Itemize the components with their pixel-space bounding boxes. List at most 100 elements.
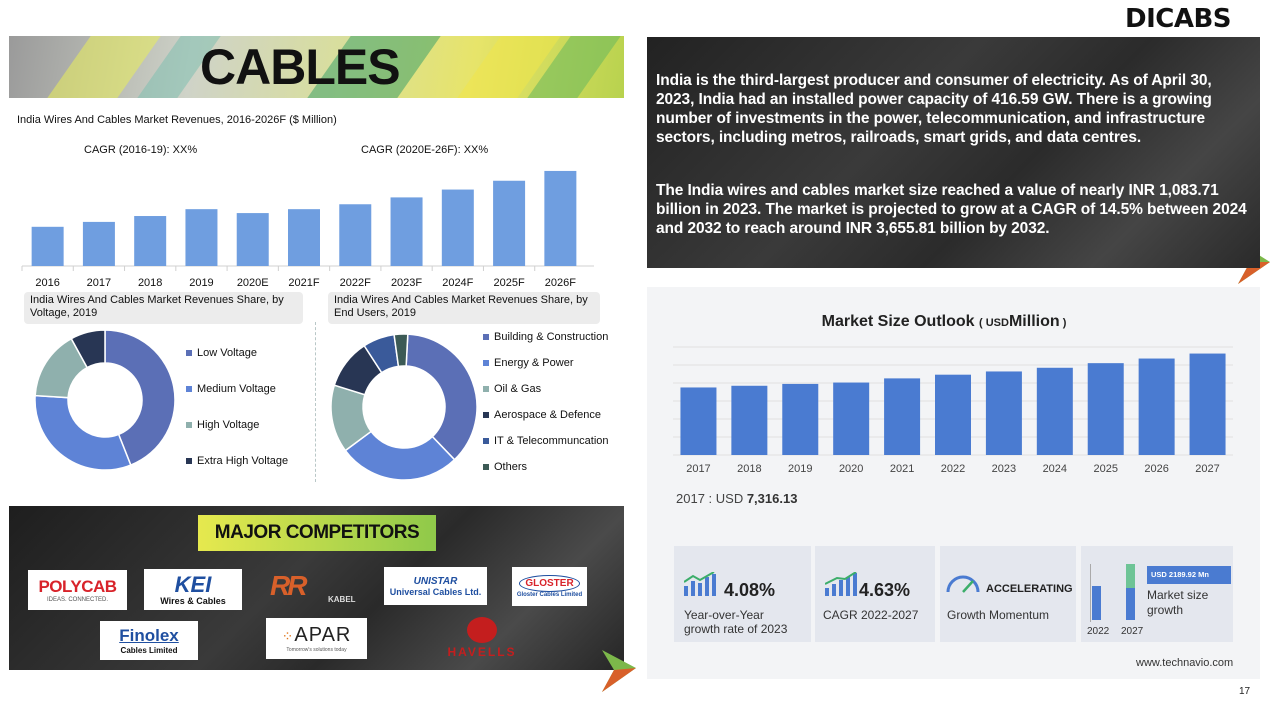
- info-paragraph-2: The India wires and cables market size r…: [656, 182, 1247, 237]
- cagr-label: CAGR 2022-2027: [823, 608, 919, 622]
- voltage-donut-chart: [34, 329, 176, 471]
- outlook-bar-2025: [1087, 363, 1124, 455]
- legend-swatch: [483, 334, 489, 340]
- size-year-2: 2027: [1121, 626, 1144, 637]
- source-credit: www.technavio.com: [1136, 657, 1234, 669]
- end-user-legend: Building & Construction Energy & Power Oil…: [483, 330, 609, 486]
- base-value: 7,316.13: [746, 491, 798, 506]
- legend-swatch: [483, 464, 489, 470]
- polycab-tagline: IDEAS. CONNECTED.: [46, 597, 108, 603]
- havells-logo-text: HAVELLS: [447, 645, 517, 659]
- outlook-x-label: 2022: [941, 463, 965, 475]
- legend-label: Aerospace & Defence: [494, 409, 602, 421]
- bar-2018: [134, 216, 167, 266]
- outlook-bar-2017: [680, 387, 717, 455]
- title-banner: [9, 36, 624, 98]
- end-user-donut-chart: [330, 333, 478, 481]
- size-label-1: Market size: [1147, 588, 1209, 602]
- outlook-unit-currency: USD: [985, 317, 1009, 329]
- momentum-label: Growth Momentum: [947, 608, 1050, 622]
- outlook-x-label: 2017: [686, 463, 710, 475]
- momentum-value: ACCELERATING: [986, 583, 1073, 595]
- outlook-x-label: 2018: [737, 463, 761, 475]
- kei-sub: Wires & Cables: [160, 595, 226, 606]
- outlook-unit-close: ): [1062, 317, 1067, 329]
- mini-bar-growth: [1126, 564, 1135, 588]
- yoy-label-1: Year-over-Year: [684, 608, 764, 622]
- bar-2017: [82, 221, 115, 266]
- outlook-title: Market Size Outlook ( USDMillion ): [647, 313, 1241, 331]
- info-paragraph-1: India is the third-largest producer and …: [656, 72, 1212, 146]
- x-tick-label: 2017: [87, 277, 111, 289]
- size-badge: USD 2189.92 Mn: [1147, 566, 1231, 584]
- growth-bars-icon: [684, 572, 716, 596]
- unistar-sub: Universal Cables Ltd.: [389, 586, 482, 597]
- outlook-x-label: 2027: [1195, 463, 1219, 475]
- cagr-label-forecast: CAGR (2020E-26F): XX%: [361, 144, 489, 156]
- bar-2020E: [236, 213, 269, 266]
- legend-swatch: [483, 412, 489, 418]
- revenue-chart-title: India Wires And Cables Market Revenues, …: [17, 114, 337, 126]
- finolex-sub: Cables Limited: [120, 646, 178, 655]
- gloster-logo: GLOSTER Gloster Cables Limited: [512, 567, 587, 606]
- finolex-logo-text: Finolex: [119, 626, 179, 645]
- market-info-panel: [647, 37, 1260, 268]
- page-number: 17: [1239, 686, 1251, 697]
- apar-logo-text: ⁘APAR: [282, 624, 352, 647]
- slice-medium-voltage: [34, 394, 132, 471]
- cagr-bars-icon: [825, 572, 857, 596]
- revenue-bar-chart: 2016 2017 2018 2019 2020E 2021F 2022F 2023F 2024…: [21, 170, 594, 289]
- legend-swatch: [483, 438, 489, 444]
- outlook-bar-2020: [833, 382, 870, 455]
- outlook-bar-2019: [782, 383, 819, 455]
- outlook-unit-scale: Million: [1008, 313, 1060, 330]
- voltage-pie-title: India Wires And Cables Market Revenues S…: [24, 292, 303, 324]
- outlook-bar-2021: [884, 378, 921, 455]
- bar-2024F: [441, 189, 474, 266]
- apar-mark-icon: ⁘: [281, 628, 295, 644]
- legend-swatch: [483, 386, 489, 392]
- outlook-x-label: 2021: [890, 463, 914, 475]
- legend-item: Low Voltage: [186, 346, 288, 360]
- bar-2023F: [390, 197, 423, 266]
- apar-logo-word: APAR: [294, 624, 352, 646]
- competitors-title: MAJOR COMPETITORS: [198, 515, 436, 551]
- x-tick-label: 2023F: [391, 277, 422, 289]
- x-tick-label: 2019: [189, 277, 213, 289]
- outlook-x-label: 2024: [1043, 463, 1067, 475]
- x-tick-label: 2024F: [442, 277, 473, 289]
- end-user-pie-title: India Wires And Cables Market Revenues S…: [328, 292, 600, 324]
- market-size-card: USD 2189.92 Mn Market size growth 2022 2…: [1081, 546, 1233, 642]
- bar-2016: [31, 226, 64, 266]
- rr-kabel-logo: RR KABEL: [270, 570, 362, 608]
- outlook-bar-chart: 2017 2018 2019 2020 2021 2022 2023 2024 2025 2026…: [673, 346, 1233, 475]
- bar-2022F: [339, 204, 372, 266]
- legend-swatch: [186, 458, 192, 464]
- legend-item: IT & Telecommuncation: [483, 434, 609, 448]
- brand-logo: DICABS: [1125, 4, 1232, 34]
- outlook-unit-open: (: [979, 317, 983, 329]
- legend-swatch: [483, 360, 489, 366]
- legend-swatch: [186, 386, 192, 392]
- legend-item: High Voltage: [186, 418, 288, 432]
- havells-logo: HAVELLS: [430, 617, 534, 661]
- outlook-x-label: 2019: [788, 463, 812, 475]
- yoy-card: 4.08% Year-over-Year growth rate of 2023: [674, 546, 811, 642]
- legend-item: Aerospace & Defence: [483, 408, 609, 422]
- legend-label: Low Voltage: [197, 347, 257, 359]
- slice-extra-high-voltage: [70, 329, 106, 369]
- legend-label: Extra High Voltage: [197, 455, 289, 467]
- outlook-bar-2026: [1138, 358, 1175, 455]
- slice-others: [393, 333, 409, 368]
- legend-item: Energy & Power: [483, 356, 609, 370]
- momentum-card: ACCELERATING Growth Momentum: [940, 546, 1076, 642]
- legend-item: Extra High Voltage: [186, 454, 288, 468]
- mini-bar-2022: [1092, 586, 1101, 620]
- x-tick-label: 2016: [35, 277, 59, 289]
- cagr-card: 4.63% CAGR 2022-2027: [815, 546, 935, 642]
- kei-logo-text: KEI: [174, 571, 212, 597]
- x-tick-label: 2026F: [545, 277, 576, 289]
- mini-axis: [1090, 564, 1091, 622]
- x-tick-label: 2018: [138, 277, 162, 289]
- x-tick-label: 2022F: [340, 277, 371, 289]
